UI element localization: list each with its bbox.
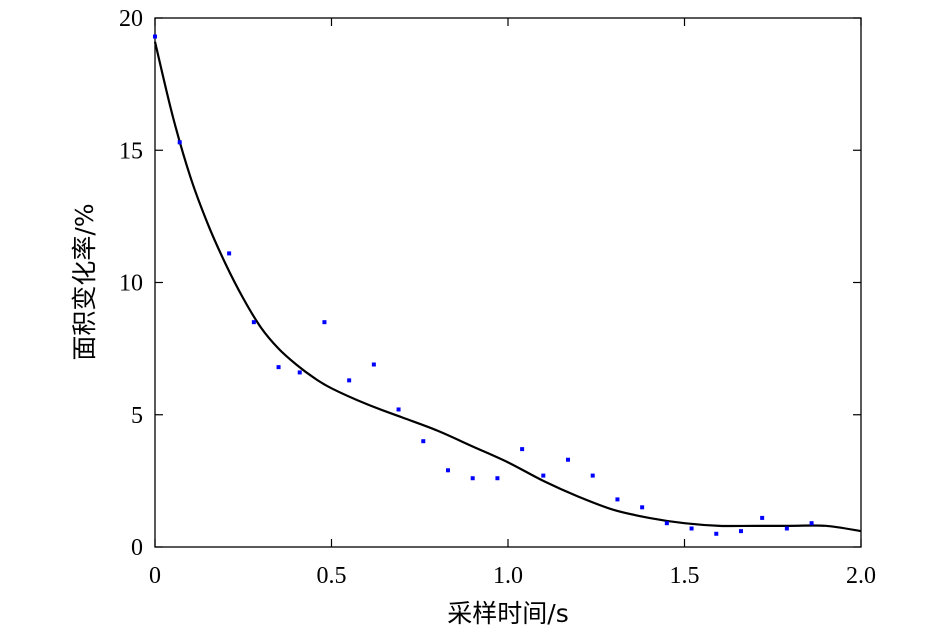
y-tick-label: 0 bbox=[131, 535, 143, 561]
y-tick-label: 5 bbox=[131, 403, 143, 429]
data-point bbox=[566, 457, 571, 462]
data-point bbox=[760, 515, 765, 520]
data-point bbox=[445, 468, 450, 473]
data-point bbox=[664, 521, 669, 526]
data-point bbox=[784, 526, 789, 531]
data-point bbox=[276, 365, 281, 370]
y-tick-label: 20 bbox=[119, 6, 143, 32]
data-point bbox=[153, 34, 157, 39]
data-point bbox=[177, 140, 182, 145]
data-point bbox=[541, 473, 546, 478]
x-tick-label: 0.5 bbox=[317, 563, 347, 589]
data-point bbox=[347, 378, 352, 383]
fit-curve bbox=[153, 41, 862, 533]
data-point bbox=[227, 251, 232, 256]
y-axis-title: 面积变化率/% bbox=[70, 203, 99, 360]
data-point bbox=[495, 476, 500, 481]
y-tick-label: 10 bbox=[119, 271, 143, 297]
data-point bbox=[371, 362, 376, 367]
data-point bbox=[297, 370, 302, 375]
data-point bbox=[421, 439, 426, 444]
series-layer bbox=[153, 34, 862, 536]
y-tick-label: 15 bbox=[119, 138, 143, 164]
data-point bbox=[809, 521, 814, 526]
plot-area bbox=[154, 17, 862, 548]
y-axis-ticks: 0 5 10 15 20 bbox=[119, 6, 861, 561]
x-tick-label: 0 bbox=[149, 563, 161, 589]
x-tick-label: 1.5 bbox=[670, 563, 700, 589]
data-point bbox=[640, 505, 645, 510]
x-axis-ticks: 0 0.5 1.0 1.5 2.0 bbox=[149, 18, 876, 589]
x-tick-label: 1.0 bbox=[493, 563, 523, 589]
data-point bbox=[590, 473, 595, 478]
data-point bbox=[738, 529, 743, 534]
data-point bbox=[520, 447, 525, 452]
data-point bbox=[470, 476, 475, 481]
x-tick-label: 2.0 bbox=[846, 563, 876, 589]
data-point bbox=[251, 320, 256, 325]
data-point bbox=[396, 407, 401, 412]
x-axis-title: 采样时间/s bbox=[447, 599, 568, 628]
data-point bbox=[615, 497, 620, 502]
data-point bbox=[689, 526, 694, 531]
data-point bbox=[322, 320, 327, 325]
data-point bbox=[714, 531, 719, 536]
